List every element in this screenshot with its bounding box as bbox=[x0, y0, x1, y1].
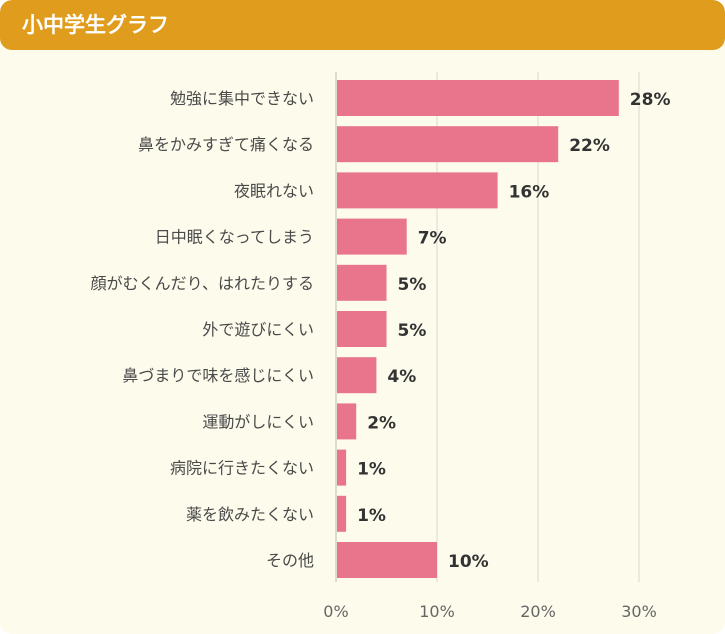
category-label: 運動がしにくい bbox=[202, 412, 314, 431]
category-label: 鼻をかみすぎて痛くなる bbox=[138, 135, 314, 154]
chart-header: 小中学生グラフ bbox=[0, 0, 725, 50]
bar bbox=[337, 542, 437, 578]
category-label: 顔がむくんだり、はれたりする bbox=[91, 274, 314, 293]
category-label: 日中眠くなってしまう bbox=[155, 228, 314, 247]
bar bbox=[337, 495, 347, 532]
bar bbox=[337, 126, 559, 163]
x-tick-label: 30% bbox=[621, 602, 657, 621]
data-label: 1% bbox=[357, 460, 386, 480]
bar bbox=[337, 264, 387, 301]
data-label: 4% bbox=[387, 367, 416, 387]
data-label: 5% bbox=[398, 275, 427, 295]
data-label: 10% bbox=[448, 552, 489, 572]
x-tick-label: 20% bbox=[520, 602, 556, 621]
category-label: 外で遊びにくい bbox=[202, 320, 314, 339]
bar bbox=[337, 403, 357, 440]
chart-title: 小中学生グラフ bbox=[22, 13, 169, 37]
data-label: 16% bbox=[509, 182, 550, 202]
x-tick-label: 0% bbox=[323, 602, 348, 621]
x-tick-label: 10% bbox=[419, 602, 455, 621]
data-label: 28% bbox=[630, 90, 671, 110]
category-label: 病院に行きたくない bbox=[170, 459, 314, 478]
data-label: 2% bbox=[367, 413, 396, 433]
bar bbox=[337, 311, 387, 347]
bar bbox=[337, 172, 498, 209]
category-label: 夜眠れない bbox=[234, 181, 314, 200]
category-label: 薬を飲みたくない bbox=[186, 505, 314, 524]
data-label: 5% bbox=[398, 321, 427, 341]
category-label: 勉強に集中できない bbox=[170, 89, 314, 108]
bar bbox=[337, 357, 377, 394]
category-label: その他 bbox=[266, 551, 314, 570]
bar bbox=[337, 218, 407, 255]
category-label: 鼻づまりで味を感じにくい bbox=[122, 366, 314, 385]
data-label: 22% bbox=[569, 136, 610, 156]
data-label: 1% bbox=[357, 506, 386, 526]
bar bbox=[337, 449, 347, 486]
bar bbox=[337, 80, 619, 116]
data-label: 7% bbox=[418, 229, 447, 249]
